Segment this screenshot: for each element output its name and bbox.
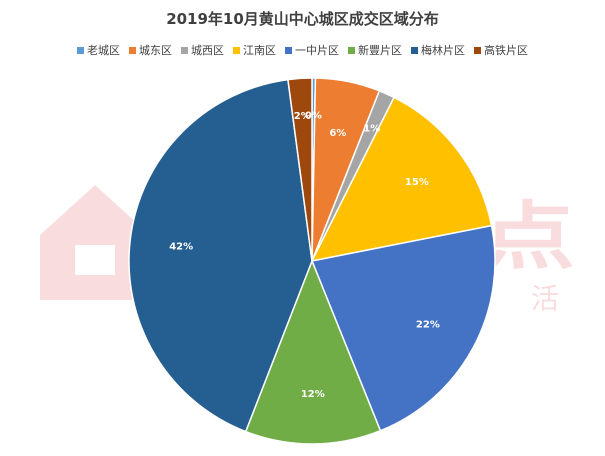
legend-swatch [77, 46, 84, 54]
legend-label: 一中片区 [295, 44, 339, 57]
legend-item: 江南区 [233, 42, 276, 58]
legend-swatch [129, 46, 136, 54]
chart-title: 2019年10月黄山中心城区成交区域分布 [166, 10, 439, 28]
legend-item: 城西区 [181, 42, 224, 58]
slice-data-label: 1% [363, 123, 380, 134]
slice-data-label: 12% [301, 389, 325, 400]
legend-item: 新豐片区 [348, 42, 402, 58]
legend-item: 一中片区 [285, 42, 339, 58]
legend-swatch [411, 46, 418, 54]
legend-label: 高铁片区 [484, 44, 528, 57]
pie-slice [128, 78, 313, 433]
pie-slice [287, 77, 313, 262]
slice-data-label: 22% [416, 320, 440, 331]
slice-data-label: 0% [305, 111, 322, 122]
legend-swatch [181, 46, 188, 54]
legend-label: 梅林片区 [421, 44, 465, 57]
house-logo-icon [40, 185, 150, 300]
legend-swatch [285, 46, 292, 54]
slice-data-label: 6% [329, 128, 346, 139]
legend-swatch [233, 46, 240, 54]
legend-label: 城东区 [139, 44, 172, 57]
legend-item: 老城区 [77, 42, 120, 58]
legend-label: 新豐片区 [358, 44, 402, 57]
legend-label: 老城区 [87, 44, 120, 57]
slice-data-label: 42% [169, 241, 193, 252]
pie-slice [244, 258, 382, 445]
legend-item: 高铁片区 [474, 42, 528, 58]
legend-swatch [474, 46, 481, 54]
legend: 老城区 城东区 城西区 江南区 一中片区 新豐片区 梅林片区 高铁片区 [0, 42, 605, 58]
watermark-tagline-char: 活 [531, 282, 559, 315]
legend-item: 梅林片区 [411, 42, 465, 58]
slice-data-label: 2% [294, 111, 311, 122]
slice-data-label: 15% [405, 177, 429, 188]
pie-slice [310, 96, 493, 263]
pie-slice [310, 224, 496, 432]
legend-label: 城西区 [191, 44, 224, 57]
legend-item: 城东区 [129, 42, 172, 58]
legend-label: 江南区 [243, 44, 276, 57]
legend-swatch [348, 46, 355, 54]
